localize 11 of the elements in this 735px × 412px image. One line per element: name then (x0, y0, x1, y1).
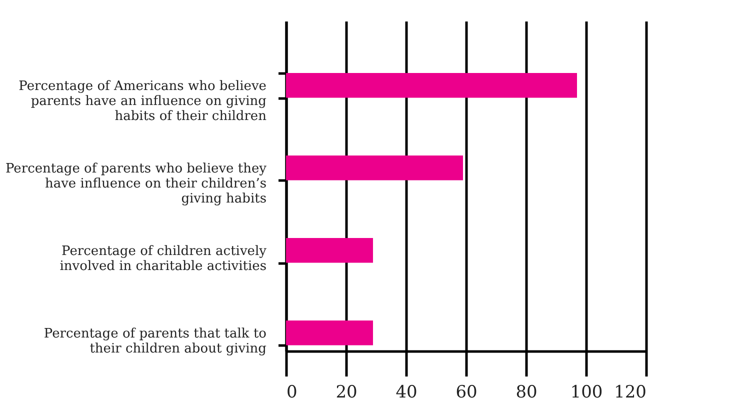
x-tick-label: 20 (336, 382, 358, 402)
y-tick-label: Percentage of parents who believe they have influence on their children’s giving habits (6, 161, 268, 206)
y-tick-label: Percentage of Americans who believe parents have an influence on giving habits of their children (18, 78, 268, 124)
x-tick-label: 60 (456, 382, 478, 402)
x-tick-label: 80 (516, 382, 538, 402)
x-tick-label: 120 (614, 382, 646, 402)
x-tick-label: 100 (570, 382, 603, 402)
x-tick-label: 40 (396, 382, 418, 402)
x-tick-label: 0 (286, 382, 298, 402)
y-tick-label: Percentage of parents that talk to their children about giving (44, 326, 267, 356)
y-tick-label: Percentage of children actively involved in charitable activities (60, 244, 268, 274)
